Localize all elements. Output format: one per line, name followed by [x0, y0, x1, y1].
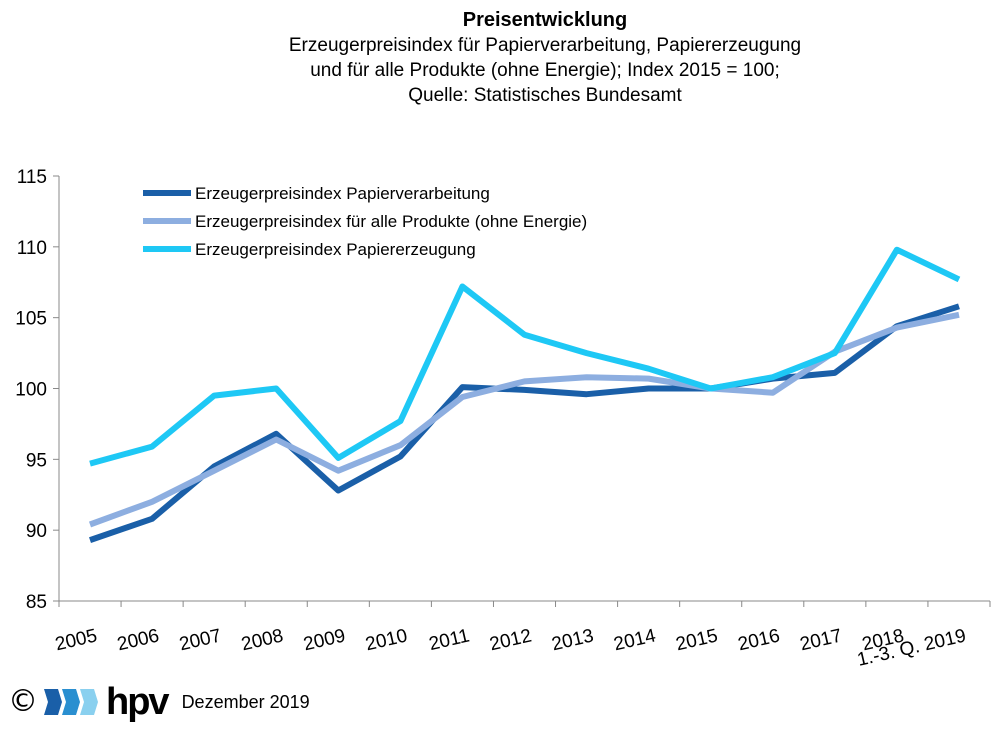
- legend-label-2: Erzeugerpreisindex für alle Produkte (oh…: [195, 212, 587, 231]
- series-line-3: [89, 246, 961, 467]
- hpv-logo-stripes-icon: [44, 689, 98, 715]
- x-tick-label: 2012: [488, 625, 534, 655]
- line-chart: 85 90 95 100 105 110 115 2005 2006 2007 2008 2009 20…: [15, 167, 991, 671]
- x-tick-label: 2009: [302, 625, 348, 655]
- y-tick-label: 105: [15, 309, 47, 330]
- chart-source: Quelle: Statistisches Bundesamt: [408, 85, 682, 106]
- series-line-2: [88, 311, 960, 528]
- footer: © hpv Dezember 2019: [8, 681, 310, 723]
- x-tick-label: 2011: [427, 625, 472, 655]
- copyright-symbol: ©: [8, 684, 38, 719]
- legend-label-1: Erzeugerpreisindex Papierverarbeitung: [195, 184, 490, 203]
- y-tick-label: 100: [15, 380, 47, 401]
- x-tick-label: 2010: [364, 625, 410, 655]
- chart-title: Preisentwicklung: [462, 9, 628, 31]
- x-tick-label: 2007: [177, 625, 223, 655]
- hpv-logo-text: hpv: [106, 680, 170, 723]
- y-tick-label: 110: [17, 238, 47, 259]
- x-tick-label: 2017: [798, 625, 844, 655]
- x-tick-label: 2008: [239, 625, 285, 655]
- x-tick-label: 2005: [53, 625, 99, 655]
- y-tick-label: 95: [26, 450, 47, 471]
- y-tick-label: 115: [17, 167, 47, 188]
- x-tick-label: 2015: [674, 625, 720, 655]
- legend-label-3: Erzeugerpreisindex Papiererzeugung: [195, 240, 476, 259]
- y-tick-label: 85: [26, 592, 47, 613]
- x-tick-label: 2016: [736, 625, 782, 655]
- series-line-1: [89, 303, 960, 543]
- x-tick-label: 2014: [612, 625, 658, 655]
- chart-subtitle-line-2: und für alle Produkte (ohne Energie); In…: [310, 60, 780, 81]
- x-tick-label: 2006: [115, 625, 161, 655]
- chart-subtitle-line-1: Erzeugerpreisindex für Papierverarbeitun…: [288, 35, 802, 56]
- x-tick-label: 2013: [550, 625, 596, 655]
- footer-date: Dezember 2019: [181, 691, 310, 712]
- chart-title-block: Preisentwicklung Erzeugerpreisindex für …: [0, 8, 1005, 108]
- y-tick-label: 90: [26, 521, 47, 542]
